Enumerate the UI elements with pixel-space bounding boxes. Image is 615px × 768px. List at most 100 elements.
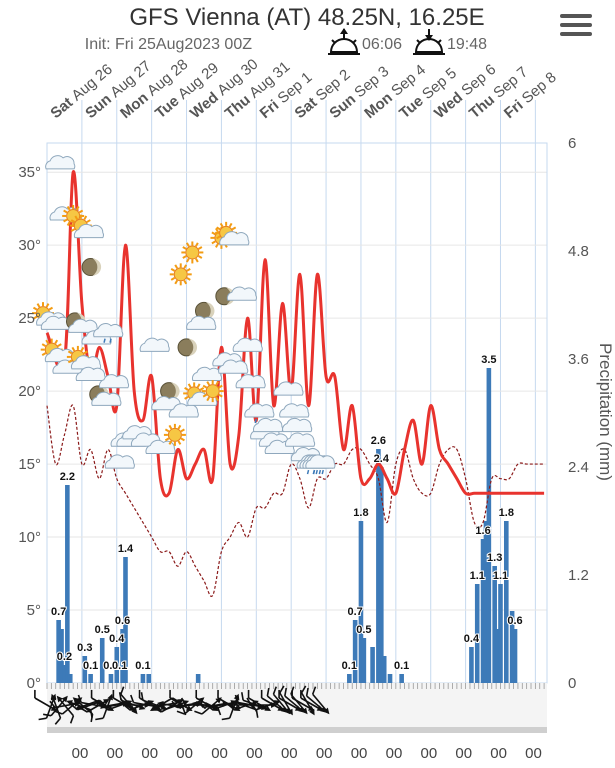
precip-value-label: 0.5 [95,624,110,636]
cloud-body [70,355,102,370]
cloud-shape [232,337,263,352]
precip-bar [358,521,364,683]
hour-label: 00 [211,745,228,762]
precip-value-label: 1.4 [118,543,134,555]
wind-barb-flag [79,707,88,713]
precip-bar [59,629,64,683]
hour-label: 00 [351,745,368,762]
sun-disc [173,267,188,282]
wind-barb-flag [54,710,63,715]
cloud-icon [139,337,170,352]
sun-ray [182,255,187,259]
wind-barb-head [192,701,199,707]
moon-crescent [171,382,180,400]
wind-barb-flag [300,685,307,694]
wind-barb-head [149,705,157,711]
sun-ray [75,205,80,211]
sun-ray [57,343,62,347]
raindrop [318,469,322,475]
wind-barb-flag [197,700,204,708]
hour-label: 00 [420,745,437,762]
precip-bar [361,638,367,683]
precip-value-label: 1.6 [475,525,490,537]
hour-label: 00 [107,745,124,762]
sun-ray [215,381,220,386]
sun-ray [228,222,233,228]
sun-shape [169,263,192,286]
wind-barb-head [287,708,293,716]
cloud-shape [305,454,336,469]
precip-value-label: 0.7 [347,606,362,618]
wind-barb-head [50,693,57,701]
sun-ray [164,437,170,442]
precip-bar [65,485,70,683]
sun-ray [186,276,191,281]
sun-ray [83,215,88,221]
wind-barb-flag [119,697,126,706]
wind-barb-head [209,703,217,709]
menu-button[interactable] [560,14,592,40]
wind-barb-flag [246,697,252,706]
precip-bar [108,674,114,683]
precip-bar [486,368,492,683]
precip-value-label: 2.6 [371,435,386,447]
precip-value-label: 3.5 [481,354,496,366]
wind-barb-flag [279,685,285,694]
wind-barb [300,685,315,716]
sun-cloud-icon [40,338,75,363]
hour-labels: 00 00 00 00 00 00 00 00 00 00 00 00 00 00 [72,745,542,762]
precip-tick-label: 1.2 [568,567,589,584]
cloud-body [168,403,199,418]
wind-barb-flag [43,713,52,717]
cloud-shape [244,403,275,418]
temp-tick-label: 10° [18,529,41,546]
precip-value-label: 0.7 [51,606,66,618]
wind-barb-flag [217,707,222,716]
raindrop [315,469,318,475]
wind-barb-flag [255,709,259,718]
sun-ray [70,219,76,223]
sun-ray [41,343,47,347]
raindrop [103,338,106,343]
cloud-icon [186,315,217,330]
moon-icon [194,301,215,320]
sun-ray [45,339,50,345]
cloud-icon [191,366,223,382]
precip-bar [56,620,61,683]
precip-bar [99,638,105,683]
moon-cloud-icon [89,385,122,406]
cloud-body [235,374,266,389]
precip-value-label: 2.2 [60,471,75,483]
hour-label: 00 [455,745,472,762]
precip-value-label: 2.4 [374,453,390,465]
wind-barb-flag [249,703,257,711]
wind-barb-shaft [91,697,113,711]
precip-value-label: 0.4 [109,633,125,645]
precip-tick-label: 2.4 [568,459,589,476]
wind-barb-head [103,699,110,705]
sun-ray [216,226,221,231]
cloud-shape [98,374,130,389]
wind-barb-flag [260,689,263,699]
raindrop [109,338,112,343]
cloud-shape [168,403,199,418]
precip-value-label: 0.2 [57,651,72,663]
wind-barb-flag [101,703,109,711]
precip-bar [509,611,515,683]
precip-value-label: 1.8 [499,507,514,519]
time-scrollbar[interactable] [47,727,547,733]
sunrise-icon [328,28,360,55]
sun-ray [216,235,221,240]
sun-ray [218,384,223,389]
sun-ray [170,267,176,272]
precip-bar [376,449,381,683]
sun-ray [184,387,189,391]
precip-tick-label: 6 [568,135,576,152]
raindrop [254,418,257,424]
sun-icon [169,263,192,286]
precip-value-label: 0.4 [464,633,480,645]
precip-bar [387,674,393,683]
cloud-body [279,403,310,418]
cloud-shape [104,454,135,469]
wind-barb-flag [176,710,185,715]
